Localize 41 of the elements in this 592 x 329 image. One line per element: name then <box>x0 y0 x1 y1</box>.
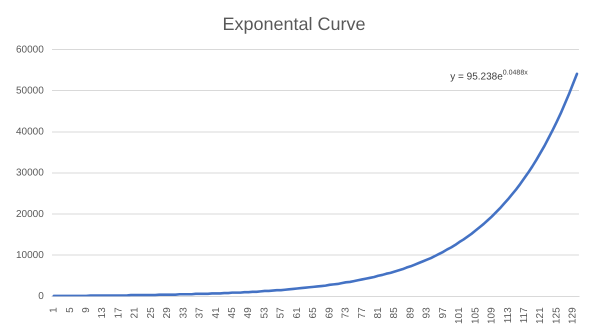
x-tick-label: 69 <box>324 306 336 318</box>
x-tick-label: 101 <box>454 306 466 324</box>
x-tick-label: 61 <box>292 306 303 318</box>
x-tick-label: 117 <box>518 306 530 324</box>
x-tick-label: 89 <box>405 306 416 318</box>
x-tick-label: 29 <box>162 306 174 318</box>
x-tick-label: 13 <box>97 306 108 318</box>
y-tick-label: 0 <box>38 291 44 302</box>
x-tick-label: 129 <box>568 306 579 324</box>
y-tick-label: 30000 <box>16 168 44 179</box>
x-tick-label: 45 <box>227 306 238 318</box>
y-tick-label: 60000 <box>16 44 44 56</box>
x-tick-label: 9 <box>81 306 92 313</box>
y-tick-label: 20000 <box>16 208 44 220</box>
x-tick-label: 109 <box>486 306 498 324</box>
x-tick-label: 37 <box>194 306 206 318</box>
x-tick-label: 53 <box>259 306 270 318</box>
y-tick-label: 40000 <box>16 126 44 138</box>
x-tick-label: 25 <box>146 306 157 318</box>
x-tick-label: 33 <box>178 306 190 318</box>
x-tick-label: 5 <box>64 306 76 313</box>
x-tick-label: 81 <box>373 306 384 318</box>
x-tick-label: 121 <box>535 306 546 324</box>
x-tick-label: 105 <box>470 306 482 324</box>
x-tick-label: 49 <box>243 306 254 318</box>
x-tick-label: 85 <box>389 306 400 318</box>
x-tick-label: 57 <box>276 306 287 318</box>
x-tick-label: 73 <box>340 306 352 318</box>
x-tick-label: 97 <box>438 306 449 318</box>
x-tick-label: 93 <box>422 306 433 318</box>
x-tick-label: 77 <box>356 306 368 318</box>
x-tick-label: 125 <box>551 306 562 324</box>
x-tick-label: 21 <box>130 306 141 318</box>
x-tick-label: 65 <box>308 306 320 318</box>
y-tick-label: 10000 <box>16 250 44 261</box>
x-tick-label: 41 <box>210 306 222 318</box>
x-tick-label: 113 <box>502 306 514 324</box>
x-tick-label: 1 <box>48 306 60 313</box>
x-tick-label: 17 <box>113 306 124 318</box>
y-tick-label: 50000 <box>16 85 44 96</box>
chart-title: Exponental Curve <box>222 14 366 34</box>
